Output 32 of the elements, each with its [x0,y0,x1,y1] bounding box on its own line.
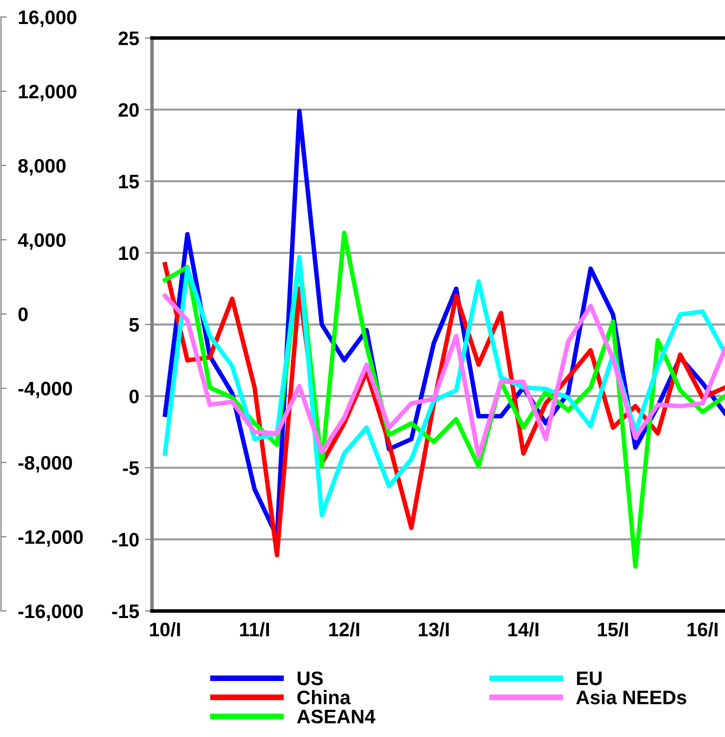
y2-tick-label: 4,000 [18,233,66,250]
x-tick-label: 13/I [418,622,449,637]
y-tick-label: -10 [112,532,139,547]
y2-tick-label: 8,000 [18,158,66,176]
y2-tick-label: -16,000 [18,604,83,622]
x-tick-label: 15/I [598,622,628,637]
y2-tick-label: -12,000 [18,530,83,547]
y-tick-label: 10 [119,246,139,260]
legend-label: US [298,671,323,686]
y-tick-label: -15 [112,604,139,618]
legend-label: China [297,690,351,704]
line-series [162,294,725,459]
y2-tick-label: -8,000 [18,456,72,473]
x-tick-label: 11/I [240,622,269,637]
y2-tick-label: 16,000 [18,10,76,28]
legend-label: EU [577,672,602,686]
y-tick-label: 5 [129,318,139,332]
x-tick-label: 12/I [329,622,360,637]
legend-label: Asia NEEDs [576,690,686,704]
line-series [162,254,725,518]
y-tick-label: -5 [122,461,139,475]
x-tick-label: 10/I [150,622,180,637]
x-tick-label: 16/I [688,622,718,637]
y-tick-label: 20 [118,103,139,117]
y2-tick-label: -4,000 [18,382,72,398]
y-tick-label: 15 [119,174,139,188]
legend-label: ASEAN4 [297,710,376,724]
y2-tick-label: 0 [18,307,28,322]
x-tick-label: 14/I [508,622,538,637]
y-tick-label: 25 [118,31,139,46]
y-tick-label: 0 [129,390,139,404]
y2-tick-label: 12,000 [18,84,76,102]
